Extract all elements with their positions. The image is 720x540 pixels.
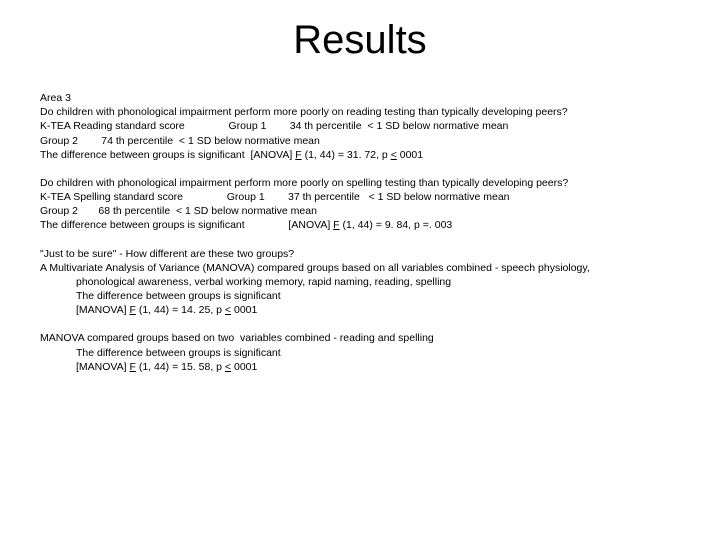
text-line-indent: phonological awareness, verbal working m… <box>40 275 680 289</box>
text-line: Do children with phonological impairment… <box>40 105 680 119</box>
text-run: [MANOVA] <box>76 361 129 373</box>
text-run: The difference between groups is signifi… <box>40 219 333 231</box>
text-line: Do children with phonological impairment… <box>40 176 680 190</box>
slide-title: Results <box>40 18 680 63</box>
text-line: "Just to be sure" - How different are th… <box>40 247 680 261</box>
text-line: Group 2 68 th percentile < 1 SD below no… <box>40 204 680 218</box>
text-line: K-TEA Reading standard score Group 1 34 … <box>40 119 680 133</box>
text-line-indent: The difference between groups is signifi… <box>40 346 680 360</box>
text-line: K-TEA Spelling standard score Group 1 37… <box>40 190 680 204</box>
block-manova-all: "Just to be sure" - How different are th… <box>40 247 680 318</box>
text-run: (1, 44) = 14. 25, p <box>136 304 225 316</box>
text-run: 0001 <box>231 304 257 316</box>
text-line: Area 3 <box>40 91 680 105</box>
text-line: The difference between groups is signifi… <box>40 218 680 232</box>
text-run: [MANOVA] <box>76 304 129 316</box>
text-line-indent: [MANOVA] F (1, 44) = 14. 25, p < 0001 <box>40 303 680 317</box>
text-line: Group 2 74 th percentile < 1 SD below no… <box>40 134 680 148</box>
text-run: (1, 44) = 9. 84, p =. 003 <box>340 219 453 231</box>
text-line: MANOVA compared groups based on two vari… <box>40 331 680 345</box>
text-run: The difference between groups is signifi… <box>40 149 295 161</box>
text-line-indent: [MANOVA] F (1, 44) = 15. 58, p < 0001 <box>40 360 680 374</box>
block-area3-reading: Area 3 Do children with phonological imp… <box>40 91 680 162</box>
text-run: 0001 <box>397 149 423 161</box>
text-line: A Multivariate Analysis of Variance (MAN… <box>40 261 680 275</box>
block-manova-two: MANOVA compared groups based on two vari… <box>40 331 680 374</box>
block-spelling: Do children with phonological impairment… <box>40 176 680 233</box>
text-line: The difference between groups is signifi… <box>40 148 680 162</box>
slide: Results Area 3 Do children with phonolog… <box>0 0 720 540</box>
text-line-indent: The difference between groups is signifi… <box>40 289 680 303</box>
text-run: (1, 44) = 31. 72, p <box>302 149 391 161</box>
text-run: (1, 44) = 15. 58, p <box>136 361 225 373</box>
text-run: 0001 <box>231 361 257 373</box>
